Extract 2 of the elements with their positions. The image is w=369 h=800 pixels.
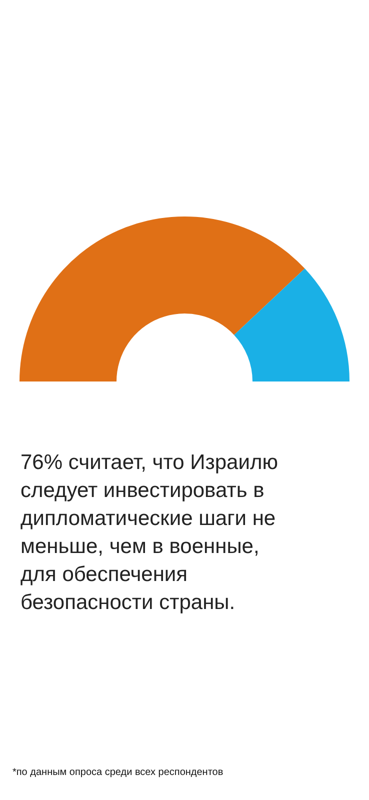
- text: *по данным опроса среди всех респондентов: [12, 767, 224, 778]
- text: 76% считает, что Израилю следует инвестировать в дипломатические шаги не меньше, чем в военные, для обеспечения безопасности страны.: [20, 451, 278, 614]
